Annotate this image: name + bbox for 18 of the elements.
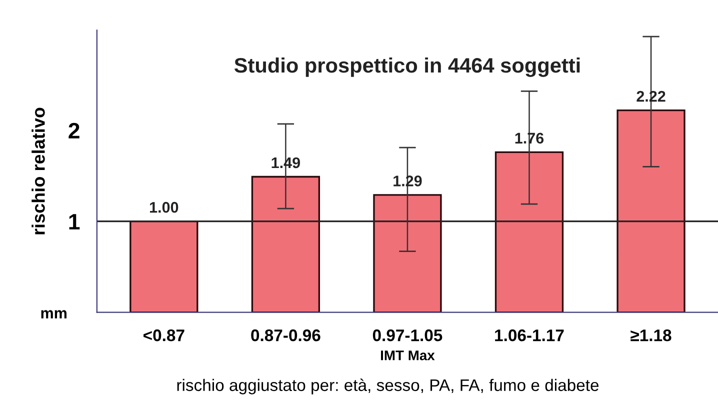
bar [251, 176, 320, 312]
bar [130, 220, 198, 312]
y-axis-title: rischio relativo [32, 108, 45, 234]
bar [494, 151, 564, 312]
y-tick-label: 1 [69, 214, 80, 230]
x-tick-label: <0.87 [144, 329, 184, 342]
y-tick-label: 2 [68, 122, 80, 138]
x-tick-label: 1.06-1.17 [495, 329, 564, 342]
bar [616, 109, 686, 312]
bar [373, 194, 442, 312]
x-tick-label: 0.97-1.05 [372, 329, 442, 342]
text: mm [41, 310, 66, 318]
x-tick-label: ≥1.18 [630, 329, 672, 342]
text: Studio prospettico in 4464 soggetti [234, 57, 580, 77]
x-tick-label: 0.87-0.96 [251, 329, 320, 342]
data-label: 1.00 [150, 202, 178, 213]
x-axis-title: IMT Max [381, 350, 435, 360]
text: rischio aggiustato per: età, sesso, PA, FA, fumo e diabete [177, 378, 599, 394]
